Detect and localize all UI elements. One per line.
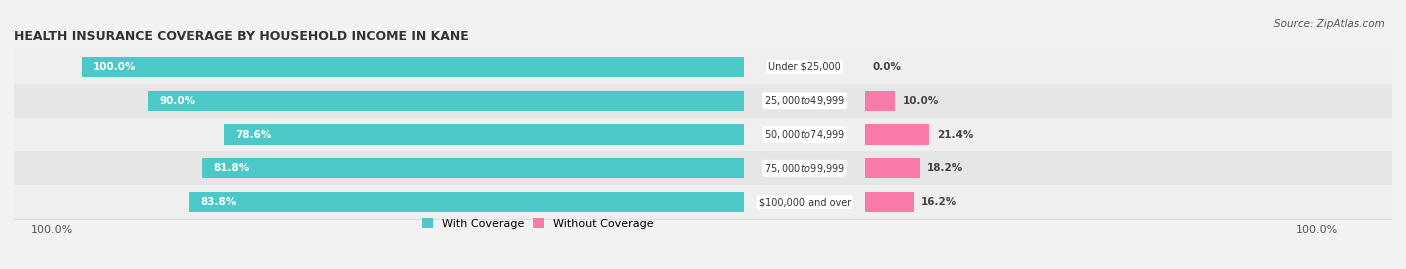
Text: 78.6%: 78.6% [235,129,271,140]
Bar [865,192,914,212]
Text: $75,000 to $99,999: $75,000 to $99,999 [763,162,845,175]
Legend: With Coverage, Without Coverage: With Coverage, Without Coverage [422,218,654,229]
Text: $50,000 to $74,999: $50,000 to $74,999 [763,128,845,141]
Text: Source: ZipAtlas.com: Source: ZipAtlas.com [1274,19,1385,29]
Bar [0,151,1406,185]
Bar [865,124,929,145]
Bar [865,91,896,111]
Bar [190,192,744,212]
Text: $100,000 and over: $100,000 and over [758,197,851,207]
Bar [0,84,1406,118]
Text: 16.2%: 16.2% [921,197,957,207]
Text: 10.0%: 10.0% [903,96,939,106]
Text: $25,000 to $49,999: $25,000 to $49,999 [763,94,845,107]
Bar [82,57,744,77]
Text: 83.8%: 83.8% [201,197,236,207]
Bar [202,158,744,178]
Text: 0.0%: 0.0% [872,62,901,72]
Bar [148,91,744,111]
Text: HEALTH INSURANCE COVERAGE BY HOUSEHOLD INCOME IN KANE: HEALTH INSURANCE COVERAGE BY HOUSEHOLD I… [14,30,468,43]
Bar [0,50,1406,84]
Text: 100.0%: 100.0% [93,62,136,72]
Text: 18.2%: 18.2% [927,163,963,173]
Bar [224,124,744,145]
Text: 90.0%: 90.0% [159,96,195,106]
Bar [865,158,920,178]
Text: 81.8%: 81.8% [214,163,250,173]
Text: 21.4%: 21.4% [936,129,973,140]
Bar [0,185,1406,219]
Bar [0,118,1406,151]
Text: Under $25,000: Under $25,000 [768,62,841,72]
